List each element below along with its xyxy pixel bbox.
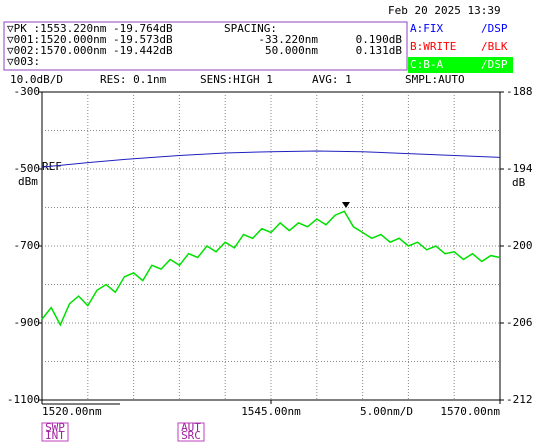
x-span-label: 5.00nm/D [360,405,413,418]
y2-label: dB [512,176,526,189]
trace-mode: /DSP [481,58,508,71]
spacing-value: 0.190dB [356,33,403,46]
footer-button [177,422,205,442]
footer-button-text: SWP [45,421,65,434]
spacing-title: SPACING: [224,22,277,35]
marker-line: ▽002:1570.000nm -19.442dB [7,44,173,57]
trace-line [41,210,501,327]
y2-tick-label: -206 [506,316,533,329]
x-tick-label: 1545.00nm [241,405,301,418]
trace-mode: /BLK [481,40,508,53]
footer-button-text: AUT [181,421,201,434]
trace-name: B:WRITE [410,40,456,53]
y-tick-label: -900 [14,316,41,329]
setting: AVG: 1 [312,73,352,86]
y-tick-label: -700 [14,239,41,252]
y-label: dBm [18,175,38,188]
footer-button-text: INT [45,429,65,442]
spacing-value: 0.131dB [356,44,403,57]
y-tick-label: -1100 [7,393,40,406]
trace-name: C:B-A [410,58,443,71]
marker-box [3,21,408,71]
y2-tick-label: -194 [506,162,533,175]
y2-tick-label: -212 [506,393,533,406]
footer-button-text: SRC [181,429,201,442]
marker-line: ▽003: [7,55,40,68]
setting: RES: 0.1nm [100,73,167,86]
spacing-value: 50.000nm [265,44,318,57]
trace-line [41,150,501,168]
trace-highlight [408,57,513,73]
spacing-value: -33.220nm [258,33,318,46]
setting: 10.0dB/D [10,73,63,86]
x-tick-label: 1570.00nm [440,405,500,418]
trace-name: A:FIX [410,22,443,35]
trace-mode: /DSP [481,22,508,35]
marker-line: ▽001:1520.000nm -19.573dB [7,33,173,46]
peak-marker [342,202,350,208]
y2-tick-label: -200 [506,239,533,252]
footer-button [41,422,69,442]
y-tick-label: -300 [14,85,41,98]
x-tick-label: 1520.00nm [42,405,102,418]
date: Feb 20 2025 13:39 [388,4,501,17]
marker-line: ▽PK :1553.220nm -19.764dB [7,22,173,35]
setting: SENS:HIGH 1 [200,73,273,86]
setting: SMPL:AUTO [405,73,465,86]
y2-tick-label: -188 [506,85,533,98]
y-tick-label: -500 [14,162,41,175]
